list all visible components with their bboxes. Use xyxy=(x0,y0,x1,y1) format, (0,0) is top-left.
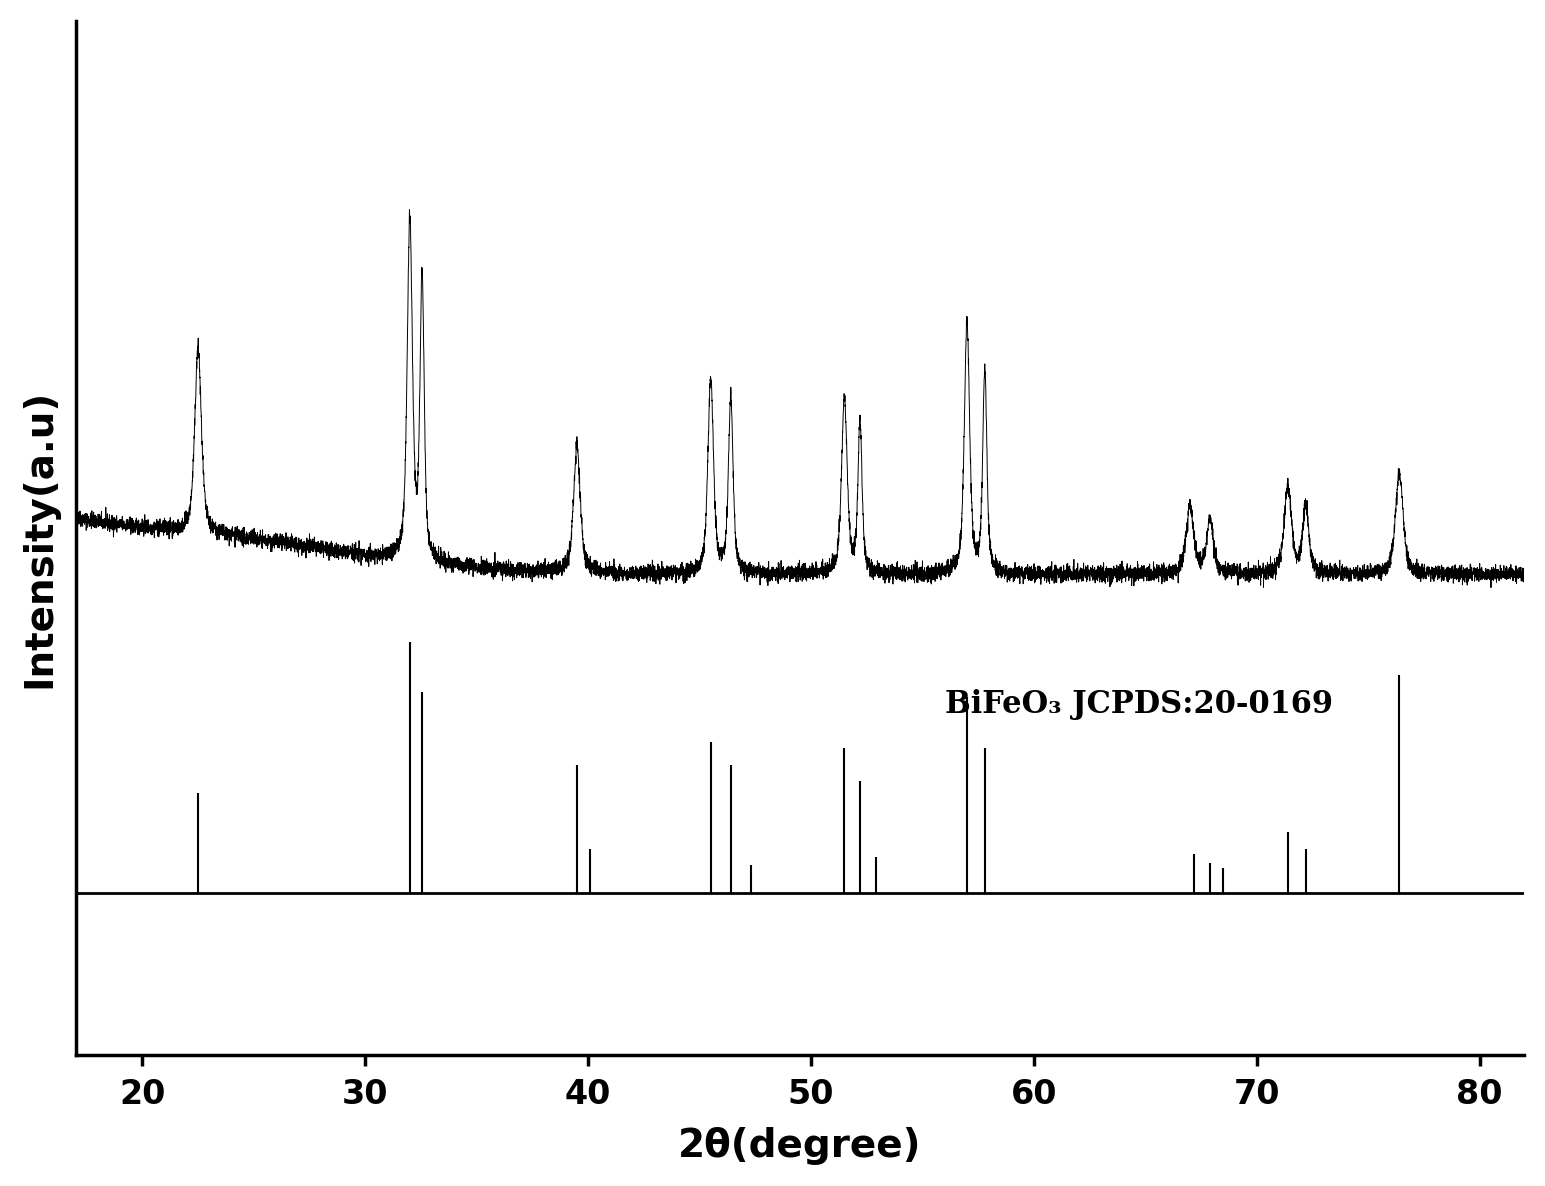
Text: BiFeO₃ JCPDS:20-0169: BiFeO₃ JCPDS:20-0169 xyxy=(944,689,1333,720)
Y-axis label: Intensity(a.u): Intensity(a.u) xyxy=(20,389,59,688)
X-axis label: 2θ(degree): 2θ(degree) xyxy=(678,1127,921,1165)
